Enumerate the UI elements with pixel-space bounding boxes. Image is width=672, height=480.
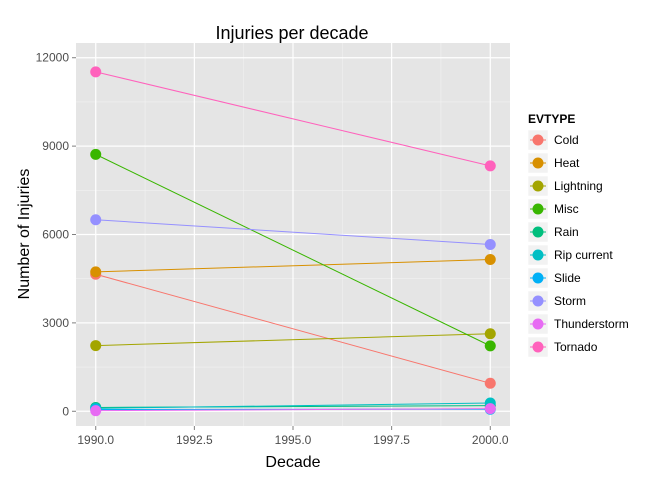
y-tick-label: 6000 [42, 228, 69, 242]
series-line [95, 219, 491, 246]
x-axis-title: Decade [265, 454, 320, 471]
major-gridlines [76, 43, 510, 426]
x-tick-label: 1995.0 [275, 433, 312, 447]
series-points [90, 66, 496, 417]
data-point [484, 377, 496, 389]
legend-key-point [532, 341, 544, 353]
x-tick-label: 1990.0 [77, 433, 114, 447]
y-tick-label: 12000 [36, 51, 70, 65]
series-line [95, 273, 491, 384]
legend-label: Lightning [554, 179, 603, 193]
y-tick-label: 3000 [42, 316, 69, 330]
legend-key-point [532, 134, 544, 146]
x-tick-label: 1997.5 [373, 433, 410, 447]
legend-label: Cold [554, 133, 579, 147]
x-tick-label: 2000.0 [472, 433, 509, 447]
y-tick-label: 0 [62, 404, 69, 418]
series-line [95, 408, 491, 412]
series-line [95, 259, 491, 273]
legend-label: Misc [554, 202, 579, 216]
data-point [484, 239, 496, 251]
legend-key-point [532, 295, 544, 307]
legend-title: EVTYPE [528, 112, 575, 126]
legend-label: Thunderstorm [554, 317, 629, 331]
y-axis: 0 3000 6000 9000 12000 [36, 51, 76, 418]
data-point [90, 148, 102, 160]
y-axis-title: Number of Injuries [16, 169, 33, 300]
legend-key-point [532, 226, 544, 238]
legend-label: Rip current [554, 248, 613, 262]
data-point [484, 340, 496, 352]
legend-key-point [532, 272, 544, 284]
legend-label: Rain [554, 225, 579, 239]
series-line [95, 333, 491, 347]
data-point [90, 340, 102, 352]
y-tick-label: 9000 [42, 139, 69, 153]
series-line [95, 402, 491, 409]
data-point [484, 160, 496, 172]
data-point [90, 266, 102, 278]
legend-label: Slide [554, 271, 581, 285]
data-point [484, 328, 496, 340]
x-tick-label: 1992.5 [176, 433, 213, 447]
data-point [90, 66, 102, 78]
series-lines [95, 71, 491, 412]
legend-key-point [532, 318, 544, 330]
series-line [95, 153, 491, 347]
legend-label: Tornado [554, 340, 598, 354]
legend-key-point [532, 203, 544, 215]
legend-key-point [532, 180, 544, 192]
data-point [484, 403, 496, 415]
legend-label: Heat [554, 156, 580, 170]
x-axis: 1990.0 1992.5 1995.0 1997.5 2000.0 [77, 426, 509, 447]
series-line [95, 71, 491, 167]
data-point [90, 405, 102, 417]
legend: EVTYPE Cold Heat Lightning Misc Rain Rip curr… [527, 112, 629, 358]
legend-key-point [532, 157, 544, 169]
legend-label: Storm [554, 294, 586, 308]
legend-key-point [532, 249, 544, 261]
chart-title: Injuries per decade [215, 23, 368, 43]
data-point [90, 214, 102, 226]
data-point [484, 254, 496, 266]
